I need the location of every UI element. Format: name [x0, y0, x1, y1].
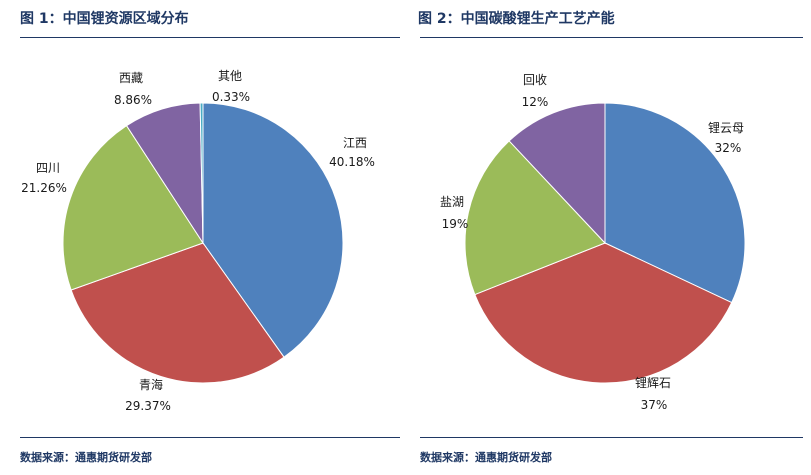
- title-rule: [420, 37, 803, 38]
- source-note: 数据来源：通惠期货研发部: [420, 451, 552, 464]
- pie-chart-lithium-carbonate-process: 锂云母 32% 锂辉石 37% 盐湖 19% 回收 12%: [440, 73, 746, 412]
- source-rule: [20, 437, 400, 438]
- slice-label-1: 青海: [139, 377, 163, 392]
- slice-label-0: 江西: [343, 136, 367, 150]
- slice-value-label-3: 12%: [522, 95, 549, 109]
- pie-slice-0: [604, 102, 746, 304]
- slice-label-1: 锂辉石: [635, 375, 671, 390]
- pie-slice-1: [474, 242, 733, 384]
- slice-label-2: 盐湖: [440, 194, 464, 209]
- slice-label-0: 锂云母: [708, 120, 744, 135]
- slice-value-label-1: 37%: [641, 398, 668, 412]
- chart-panel-2: 图 2：中国碳酸锂生产工艺产能 锂云母 32% 锂辉石 37% 盐湖 19% 回收 12% 数…: [408, 0, 811, 475]
- slice-value-label-2: 19%: [442, 217, 469, 231]
- pie-slice-3: [508, 102, 606, 245]
- slice-value-label-0: 40.18%: [329, 155, 375, 169]
- pie-slice-0: [202, 102, 344, 358]
- pie-chart-lithium-resources: 江西 40.18% 青海 29.37% 四川 21.26% 西藏 8.86% 其他 0.33%: [21, 69, 375, 413]
- title-rule: [20, 37, 400, 38]
- slice-label-3: 回收: [523, 73, 547, 87]
- source-rule: [420, 437, 803, 438]
- pie-slice-1: [70, 242, 285, 384]
- slice-label-3: 西藏: [119, 71, 143, 85]
- pie-slice-2: [464, 140, 606, 296]
- slice-value-label-0: 32%: [715, 141, 742, 155]
- slice-value-label-4: 0.33%: [212, 90, 250, 104]
- chart-title: 图 2：中国碳酸锂生产工艺产能: [418, 11, 615, 27]
- source-note: 数据来源：通惠期货研发部: [20, 451, 152, 464]
- slice-label-2: 四川: [36, 161, 60, 175]
- slice-label-4: 其他: [218, 69, 242, 83]
- pie-slice-2: [62, 125, 204, 291]
- chart-title: 图 1：中国锂资源区域分布: [20, 11, 189, 27]
- pie-slice-4: [199, 102, 204, 244]
- slice-value-label-1: 29.37%: [125, 399, 171, 413]
- slice-value-label-3: 8.86%: [114, 93, 152, 107]
- slice-value-label-2: 21.26%: [21, 181, 67, 195]
- chart-panel-1: 图 1：中国锂资源区域分布 江西 40.18% 青海 29.37% 四川 21.26% 西藏…: [0, 0, 400, 475]
